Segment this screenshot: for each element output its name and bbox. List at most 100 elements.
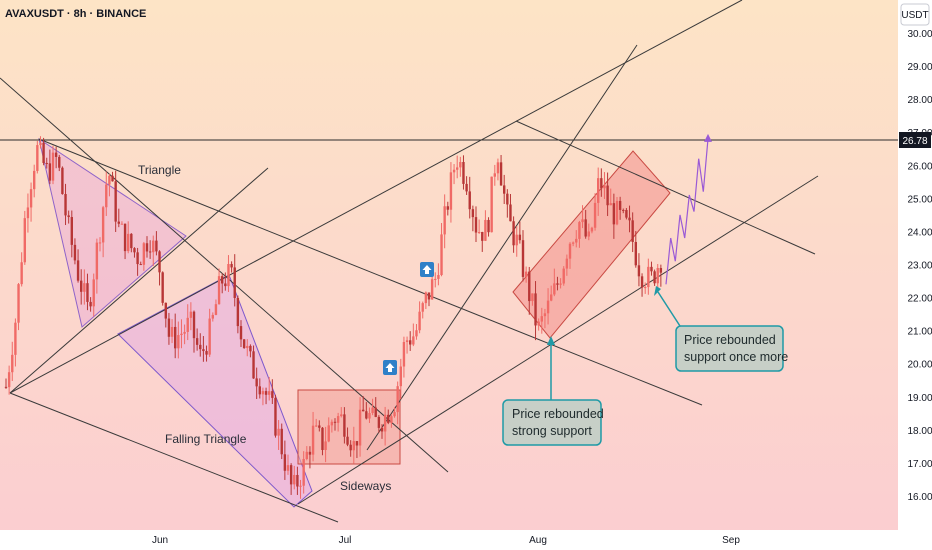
candle-body bbox=[468, 191, 471, 210]
trend-line bbox=[38, 138, 703, 406]
candle-body bbox=[481, 231, 484, 241]
candle-body bbox=[452, 169, 456, 173]
candle-body bbox=[236, 297, 240, 327]
candle-body bbox=[430, 279, 434, 300]
candle-body bbox=[640, 276, 644, 288]
candle-body bbox=[224, 283, 227, 287]
candle-body bbox=[26, 207, 30, 219]
candle-body bbox=[409, 340, 412, 345]
candle-body bbox=[346, 436, 349, 445]
candle-body bbox=[609, 203, 612, 206]
y-tick-label: 26.00 bbox=[907, 161, 932, 172]
candle-body bbox=[83, 283, 86, 292]
candle-body bbox=[67, 215, 70, 218]
candle-body bbox=[239, 326, 243, 340]
y-tick-label: 18.00 bbox=[907, 426, 932, 437]
candle-body bbox=[227, 263, 230, 287]
candle-body bbox=[531, 293, 534, 302]
triangle-pattern bbox=[38, 137, 187, 328]
candle-body bbox=[321, 427, 324, 451]
y-axis-ticks: 16.00 17.00 18.00 19.00 20.00 21.00 22.00 23.00… bbox=[907, 29, 932, 503]
candle-body bbox=[628, 217, 631, 221]
sideways-label: Sideways bbox=[340, 479, 391, 493]
candle-body bbox=[167, 318, 171, 337]
candle-body bbox=[86, 283, 89, 302]
x-tick-label: Jun bbox=[152, 535, 168, 546]
candle-body bbox=[405, 340, 409, 342]
y-tick-label: 30.00 bbox=[907, 29, 932, 40]
candle-body bbox=[618, 200, 622, 210]
candle-body bbox=[152, 240, 155, 253]
candle-body bbox=[51, 152, 55, 181]
candle-body bbox=[568, 243, 572, 259]
candle-body bbox=[158, 251, 161, 273]
candle-body bbox=[286, 465, 290, 471]
candle-body bbox=[550, 294, 553, 301]
y-tick-label: 16.00 bbox=[907, 492, 932, 503]
trend-line bbox=[0, 77, 449, 473]
candle-body bbox=[518, 234, 522, 241]
sideways-box bbox=[297, 389, 401, 465]
candle-body bbox=[233, 267, 236, 298]
candle-body bbox=[528, 271, 531, 302]
candle-body bbox=[343, 414, 346, 437]
candle-body bbox=[362, 409, 365, 412]
candle-body bbox=[647, 266, 650, 288]
candle-body bbox=[164, 302, 167, 319]
time-scale[interactable] bbox=[0, 530, 898, 550]
candle-body bbox=[205, 351, 208, 355]
symbol-header: AVAXUSDT · 8h · BINANCE bbox=[5, 8, 146, 20]
candle-body bbox=[650, 266, 653, 272]
x-axis-ticks: Jun Jul Aug Sep bbox=[152, 535, 740, 546]
candle-body bbox=[61, 167, 64, 195]
candle-body bbox=[390, 416, 393, 423]
candle-body bbox=[302, 458, 305, 486]
candle-body bbox=[33, 170, 36, 190]
x-tick-label: Aug bbox=[529, 535, 547, 546]
falling-triangle-pattern bbox=[117, 274, 313, 508]
candle-body bbox=[499, 162, 503, 186]
candle-body bbox=[597, 178, 600, 203]
buy-signal-icon bbox=[420, 262, 434, 277]
candle-body bbox=[587, 231, 590, 237]
candle-body bbox=[123, 223, 127, 252]
price-scale[interactable] bbox=[898, 0, 932, 550]
candle-body bbox=[352, 441, 355, 451]
y-tick-label: 25.00 bbox=[907, 194, 932, 205]
buy-signal-icon bbox=[383, 360, 397, 375]
candle-body bbox=[36, 145, 39, 171]
candle-body bbox=[368, 413, 371, 419]
candle-body bbox=[443, 206, 446, 235]
candle-body bbox=[487, 219, 490, 233]
candle-body bbox=[506, 193, 509, 205]
candle-body bbox=[374, 407, 377, 417]
candle-body bbox=[20, 262, 23, 285]
price-line-label: 26.78 bbox=[902, 136, 927, 147]
candle-body bbox=[293, 474, 296, 485]
candle-body bbox=[29, 189, 33, 208]
candle-body bbox=[459, 161, 462, 168]
candle-body bbox=[402, 341, 406, 367]
candle-body bbox=[130, 233, 133, 249]
candle-body bbox=[54, 152, 58, 157]
candle-body bbox=[114, 181, 117, 222]
candle-body bbox=[427, 292, 431, 300]
triangle-label: Triangle bbox=[138, 163, 181, 177]
candle-body bbox=[170, 326, 174, 337]
candle-body bbox=[543, 313, 547, 317]
candle-body bbox=[393, 412, 396, 417]
candle-body bbox=[440, 234, 443, 276]
candle-body bbox=[553, 283, 556, 295]
y-tick-label: 21.00 bbox=[907, 327, 932, 338]
candle-body bbox=[606, 185, 609, 206]
candle-body bbox=[283, 454, 287, 471]
candle-body bbox=[242, 339, 246, 349]
callout-once-more-line1: Price rebounded bbox=[684, 333, 776, 347]
candle-body bbox=[324, 441, 327, 451]
y-tick-label: 20.00 bbox=[907, 360, 932, 371]
currency-badge[interactable] bbox=[900, 3, 930, 26]
trend-line bbox=[9, 0, 743, 394]
candle-body bbox=[133, 248, 136, 253]
candle-body bbox=[537, 321, 540, 326]
candle-body bbox=[365, 411, 368, 419]
